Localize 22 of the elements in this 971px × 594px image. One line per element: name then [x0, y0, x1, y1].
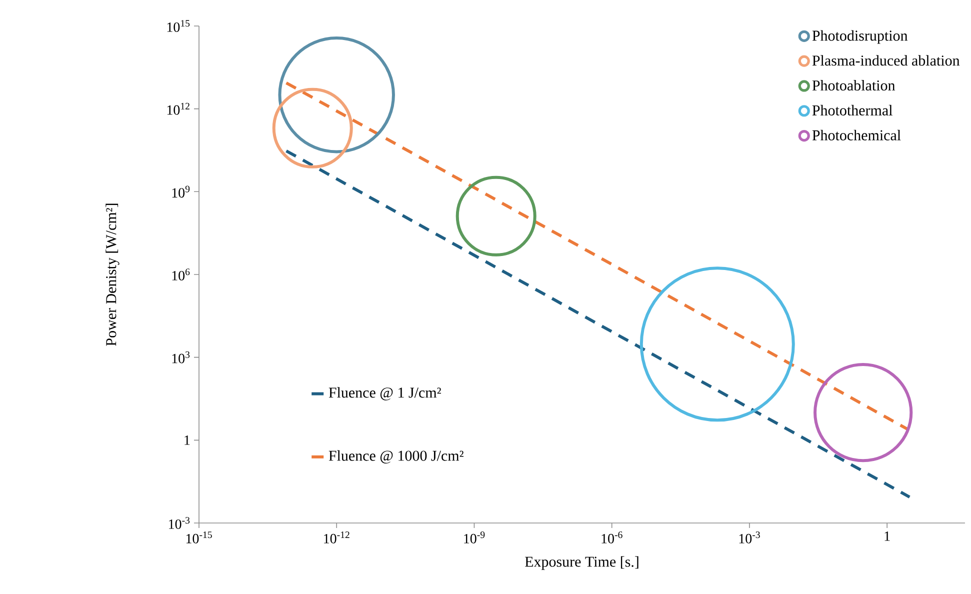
y-tick-label: 10$^{12}$ [167, 102, 190, 115]
x-axis-title: Exposure Time [s.] [525, 556, 638, 570]
y-tick-label: 10$^{3}$ [172, 351, 190, 364]
y-tick-label: 10$^{9}$ [172, 186, 190, 198]
legend-label: Fluence @ 1 J/cm² [328, 387, 441, 400]
x-tick-label: 1 [884, 532, 890, 541]
legend-label: Plasma-induced ablation [812, 55, 960, 66]
x-tick-label: 10$^{-3}$ [739, 532, 760, 544]
x-tick-label: 10$^{-6}$ [602, 532, 622, 544]
legend-label: Photothermal [812, 104, 892, 116]
legend-label: Fluence @ 1000 J/cm² [328, 450, 464, 464]
y-tick-label: 1 [184, 436, 190, 445]
y-tick-label: 10$^{6}$ [172, 268, 190, 280]
x-tick-label: 10$^{-15}$ [186, 532, 212, 544]
legend-label: Photodisruption [812, 30, 908, 44]
x-tick-label: 10$^{-9}$ [464, 532, 485, 544]
x-tick-label: 10$^{-12}$ [324, 532, 350, 544]
legend-label: Photochemical [812, 130, 901, 140]
legend-label: Photoablation [812, 80, 896, 91]
y-tick-label: 10$^{15}$ [167, 20, 190, 32]
y-axis-title: Power Denisty [W/cm²] [106, 204, 120, 346]
y-tick-label: 10$^{-3}$ [169, 517, 190, 529]
